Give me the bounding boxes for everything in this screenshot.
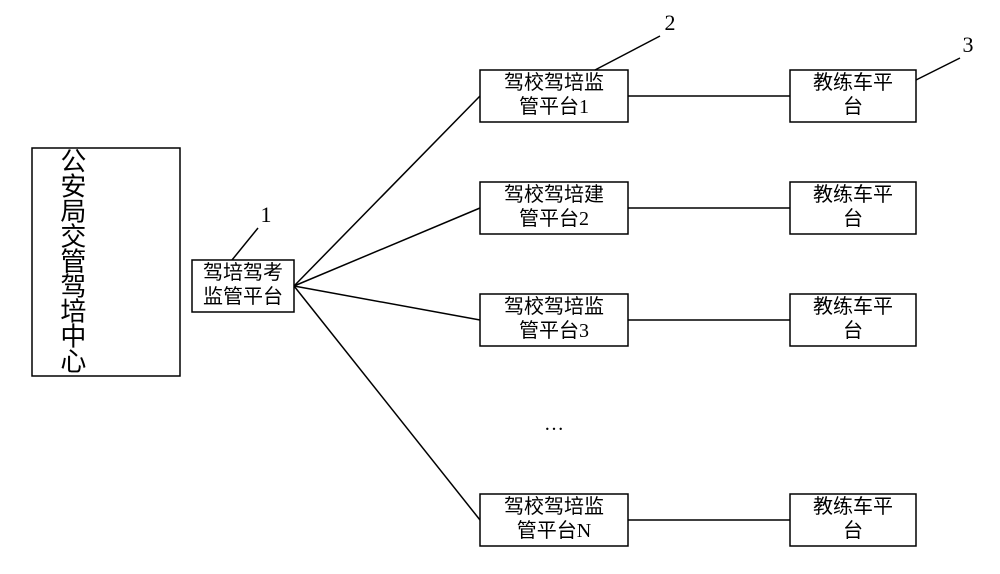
coach-car-platform-3: 教练车平台 (790, 494, 916, 546)
ellipsis: … (544, 413, 564, 435)
callout-line-3 (916, 58, 960, 80)
coach-car-platform-0-text: 台 (843, 95, 863, 118)
hub-platform: 驾培驾考监管平台 (192, 260, 294, 312)
school-platform-2: 驾校驾培监管平台3 (480, 294, 628, 346)
school-platform-3-text: 驾校驾培监 (504, 495, 604, 518)
school-platform-2-text: 驾校驾培监 (504, 295, 604, 318)
coach-car-platform-3-text: 教练车平 (813, 495, 893, 518)
coach-car-platform-1-text: 教练车平 (813, 183, 893, 206)
coach-car-platform-1-text: 台 (843, 207, 863, 230)
callout-line-2 (595, 36, 660, 70)
school-platform-3-text: 管平台N (517, 519, 591, 542)
coach-car-platform-2: 教练车平台 (790, 294, 916, 346)
coach-car-platform-0-text: 教练车平 (813, 71, 893, 94)
coach-car-platform-0: 教练车平台 (790, 70, 916, 122)
callout-number-2: 2 (665, 10, 676, 35)
school-platform-2-text: 管平台3 (519, 319, 589, 342)
coach-car-platform-2-text: 教练车平 (813, 295, 893, 318)
left-authority-text: 心 (60, 347, 86, 376)
coach-car-platform-2-text: 台 (843, 319, 863, 342)
callout-number-1: 1 (261, 202, 272, 227)
edge-hub-to-mid-0 (294, 96, 480, 286)
system-diagram: 公安局交管驾培中心驾培驾考监管平台驾校驾培监管平台1教练车平台驾校驾培建管平台2… (0, 0, 1000, 574)
edge-hub-to-mid-2 (294, 286, 480, 320)
school-platform-0-text: 管平台1 (519, 95, 589, 118)
coach-car-platform-1: 教练车平台 (790, 182, 916, 234)
school-platform-0: 驾校驾培监管平台1 (480, 70, 628, 122)
hub-platform-text: 监管平台 (203, 285, 283, 308)
callout-number-3: 3 (963, 32, 974, 57)
edge-hub-to-mid-3 (294, 286, 480, 520)
school-platform-1-text: 驾校驾培建 (504, 183, 604, 206)
edge-hub-to-mid-1 (294, 208, 480, 286)
coach-car-platform-3-text: 台 (843, 519, 863, 542)
school-platform-3: 驾校驾培监管平台N (480, 494, 628, 546)
hub-platform-text: 驾培驾考 (203, 261, 283, 284)
school-platform-1-text: 管平台2 (519, 207, 589, 230)
school-platform-1: 驾校驾培建管平台2 (480, 182, 628, 234)
school-platform-0-text: 驾校驾培监 (504, 71, 604, 94)
callout-line-1 (232, 228, 258, 260)
left-authority-block: 公安局交管驾培中心 (32, 147, 180, 376)
